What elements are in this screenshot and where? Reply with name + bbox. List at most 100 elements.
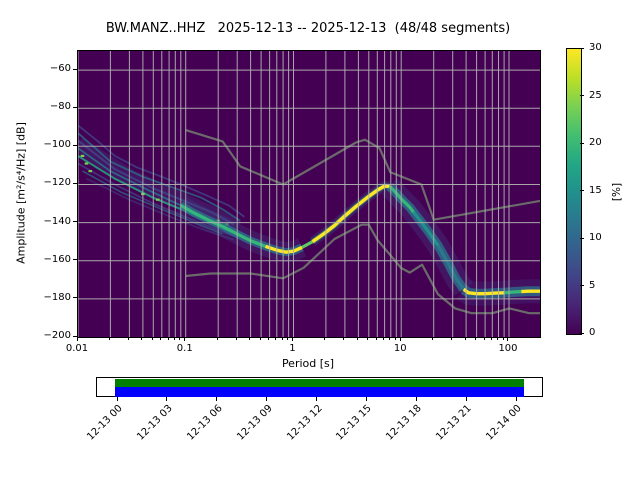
- x-minor-tick: [475, 337, 477, 340]
- y-tick: [73, 335, 77, 337]
- x-tick-label: 0.01: [65, 343, 89, 354]
- ppsd-bright-cell: [156, 198, 160, 201]
- x-minor-tick: [464, 337, 466, 340]
- ppsd-mode-ridge: [301, 240, 314, 249]
- timeline-tick-label: 12-13 00: [85, 403, 125, 443]
- timeline-tick-label: 12-13 06: [184, 403, 225, 443]
- timeline-tick: [166, 397, 168, 401]
- timeline-coverage-green: [115, 378, 524, 387]
- colorbar-tick: [580, 190, 584, 191]
- x-minor-tick: [343, 337, 345, 340]
- x-minor-tick: [108, 337, 110, 340]
- x-minor-tick: [394, 337, 396, 340]
- timeline-tick-label: 12-13 21: [434, 403, 474, 443]
- plot-title: BW.MANZ..HHZ 2025-12-13 -- 2025-12-13 (4…: [105, 21, 511, 36]
- ppsd-bright-cell: [80, 154, 85, 157]
- x-tick: [507, 337, 509, 341]
- x-minor-tick: [160, 337, 162, 340]
- x-minor-tick: [451, 337, 453, 340]
- colorbar-tick-label: 5: [589, 279, 596, 291]
- ppsd-mode-ridge: [462, 287, 505, 296]
- x-tick-label: 1: [289, 343, 296, 354]
- y-tick: [73, 106, 77, 108]
- colorbar-tick: [580, 95, 584, 96]
- timeline-coverage-blue: [115, 387, 524, 397]
- ppsd-bright-cell: [88, 170, 93, 173]
- x-axis-label: Period [s]: [281, 357, 335, 370]
- x-minor-tick: [287, 337, 289, 340]
- timeline-tick: [465, 397, 467, 401]
- x-minor-tick: [249, 337, 251, 340]
- timeline-tick-label: 12-13 03: [135, 403, 175, 443]
- y-axis-label: Amplitude [m²/s⁴/Hz] [dB]: [14, 122, 28, 264]
- ppsd-mode-ridge: [311, 184, 390, 244]
- timeline-tick-label: 12-14 00: [484, 403, 524, 443]
- ppsd-mode-ridge: [264, 244, 303, 254]
- x-minor-tick: [502, 337, 504, 340]
- timeline-tick: [216, 397, 218, 401]
- timeline-tick-label: 12-13 18: [384, 403, 425, 443]
- timeline-tick-label: 12-13 09: [234, 403, 275, 443]
- colorbar-tick-label: 20: [589, 137, 602, 148]
- x-minor-tick: [151, 337, 153, 340]
- x-minor-tick: [173, 337, 175, 340]
- ppsd-mode-ridge: [503, 290, 522, 295]
- colorbar-tick: [580, 332, 584, 334]
- x-tick: [399, 337, 401, 341]
- timeline-tick-label: 12-13 15: [334, 403, 375, 443]
- colorbar-tick-label: 25: [589, 89, 602, 101]
- timeline-tick: [365, 397, 367, 401]
- x-minor-tick: [268, 337, 270, 340]
- x-minor-tick: [179, 337, 181, 340]
- x-minor-tick: [483, 337, 485, 340]
- timeline-tick: [266, 397, 268, 401]
- ppsd-plot-area: [77, 50, 541, 338]
- y-tick-label: −140: [43, 215, 71, 227]
- ppsd-mode-ridge: [436, 244, 466, 291]
- x-minor-tick: [235, 337, 237, 340]
- y-tick-label: −180: [43, 291, 71, 303]
- colorbar-label: [%]: [611, 182, 623, 202]
- x-minor-tick: [167, 337, 169, 340]
- y-tick: [73, 297, 77, 299]
- colorbar-tick: [580, 142, 584, 144]
- x-minor-tick: [367, 337, 369, 340]
- y-tick-label: −200: [43, 330, 71, 341]
- x-minor-tick: [281, 337, 283, 340]
- x-tick: [291, 337, 293, 341]
- x-tick-label: 100: [498, 343, 518, 354]
- colorbar-tick-label: 30: [589, 42, 602, 53]
- colorbar-tick: [580, 47, 584, 49]
- x-tick-label: 10: [393, 343, 407, 354]
- y-tick: [73, 221, 77, 223]
- x-minor-tick: [127, 337, 129, 340]
- x-minor-tick: [141, 337, 143, 340]
- y-tick: [73, 182, 77, 184]
- timeline-tick: [316, 397, 317, 401]
- y-tick-label: −160: [43, 253, 71, 265]
- nhnm-line: [185, 129, 540, 221]
- y-tick: [73, 259, 77, 261]
- colorbar-tick: [580, 237, 584, 239]
- timeline-tick: [515, 397, 517, 401]
- x-minor-tick: [389, 337, 391, 340]
- timeline-tick: [116, 397, 118, 401]
- x-tick: [76, 337, 78, 341]
- colorbar-tick-label: 0: [589, 327, 596, 338]
- timeline-tick-label: 12-13 12: [284, 403, 325, 443]
- x-minor-tick: [275, 337, 277, 340]
- x-minor-tick: [356, 337, 358, 340]
- colorbar: [566, 48, 582, 335]
- y-tick-label: −100: [43, 139, 71, 151]
- x-tick-label: 0.1: [176, 343, 193, 354]
- colorbar-tick-label: 15: [589, 184, 602, 196]
- x-minor-tick: [324, 337, 326, 340]
- y-tick: [73, 144, 77, 146]
- colorbar-tick: [580, 285, 584, 286]
- x-minor-tick: [432, 337, 434, 340]
- ppsd-bright-cell: [84, 162, 89, 165]
- x-minor-tick: [383, 337, 385, 340]
- y-tick-label: −120: [43, 177, 71, 189]
- x-minor-tick: [490, 337, 492, 340]
